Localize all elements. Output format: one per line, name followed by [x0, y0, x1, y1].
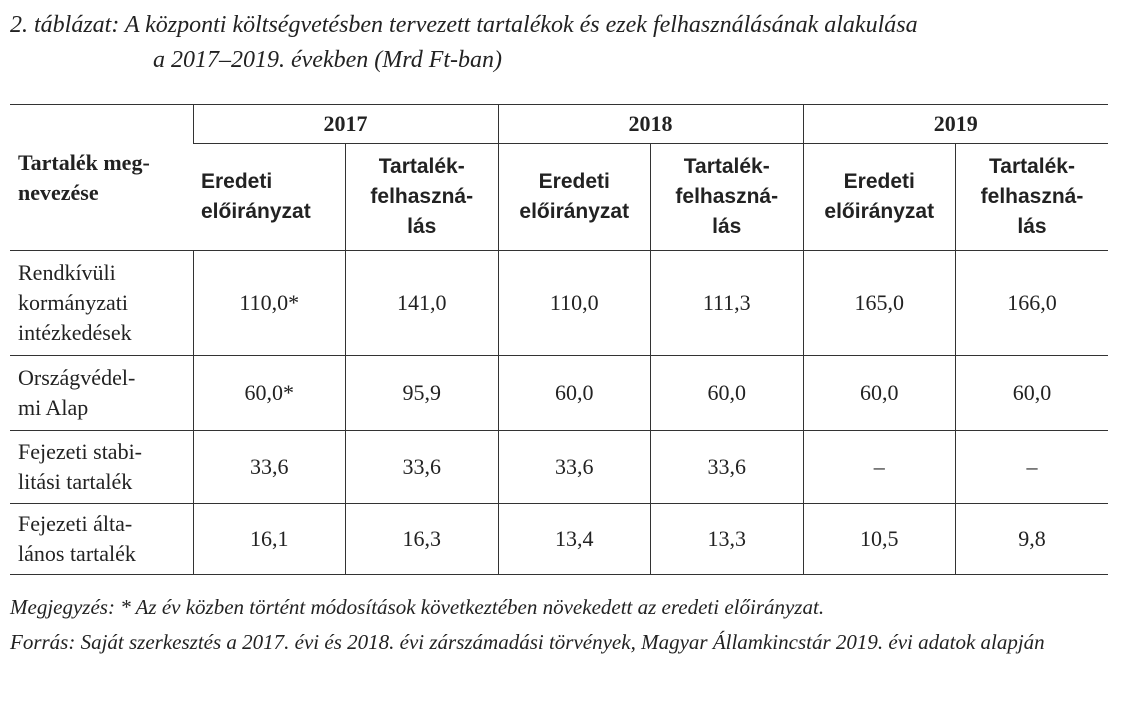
row-label: Fejezeti stabi- litási tartalék: [10, 430, 193, 504]
cell: 10,5: [802, 503, 956, 575]
row-label: Rendkívüli kormányzati intézkedések: [10, 250, 193, 356]
data-row: Országvédel- mi Alap 60,0* 95,9 60,0 60,0 60,…: [10, 355, 1108, 431]
header-row: Tartalék meg- nevezése 2017 2018 2019: [10, 104, 1108, 251]
cell: 16,3: [345, 503, 498, 575]
year-header: 2017: [192, 104, 498, 144]
cell: 13,4: [497, 503, 651, 575]
cell: 110,0*: [192, 250, 346, 356]
cell: 13,3: [650, 503, 803, 575]
cell: 33,6: [192, 430, 346, 504]
cell: –: [955, 430, 1108, 504]
sub-header: Eredeti előirányzat: [497, 143, 651, 251]
cell: 33,6: [497, 430, 651, 504]
cell: 33,6: [345, 430, 498, 504]
corner-header: Tartalék meg- nevezése: [10, 104, 193, 251]
row-label: Országvédel- mi Alap: [10, 355, 193, 431]
cell: 60,0: [802, 355, 956, 431]
cell: 9,8: [955, 503, 1108, 575]
data-row: Fejezeti álta- lános tartalék 16,1 16,3 13,…: [10, 503, 1108, 575]
data-row: Fejezeti stabi- litási tartalék 33,6 33,6 3…: [10, 430, 1108, 504]
title-line: 2. táblázat: A központi költségvetésben …: [10, 12, 918, 38]
row-label: Fejezeti álta- lános tartalék: [10, 503, 193, 575]
cell: 60,0: [497, 355, 651, 431]
cell: 141,0: [345, 250, 498, 356]
sub-header: Eredeti előirányzat: [193, 143, 346, 251]
cell: 95,9: [345, 355, 498, 431]
sub-header: Tartalék- felhaszná- lás: [650, 143, 803, 251]
cell: 60,0: [955, 355, 1108, 431]
cell: 111,3: [650, 250, 803, 356]
cell: 60,0: [650, 355, 803, 431]
sub-header: Tartalék- felhaszná- lás: [955, 143, 1108, 251]
cell: 110,0: [497, 250, 651, 356]
title: 2. táblázat: A központi költségvetésben …: [10, 8, 918, 78]
sub-header: Tartalék- felhaszná- lás: [345, 143, 498, 251]
cell: 33,6: [650, 430, 803, 504]
year-header: 2019: [802, 104, 1108, 144]
note: Forrás: Saját szerkesztés a 2017. évi és…: [10, 630, 1045, 654]
table: Tartalék meg- nevezése 2017 2018 2019 Eredet…: [10, 104, 1108, 575]
note: Megjegyzés: * Az év közben történt módos…: [10, 595, 825, 619]
cell: 165,0: [802, 250, 956, 356]
cell: –: [802, 430, 956, 504]
notes: Megjegyzés: * Az év közben történt módos…: [10, 590, 1110, 660]
data-row: Rendkívüli kormányzati intézkedések 110,0…: [10, 250, 1108, 356]
header-row: Eredeti előirányzat Tartalék- felhaszná- …: [10, 143, 1108, 251]
year-header: 2018: [497, 104, 803, 144]
cell: 16,1: [192, 503, 346, 575]
title-line: a 2017–2019. években (Mrd Ft-ban): [153, 47, 503, 73]
sub-header: Eredeti előirányzat: [802, 143, 956, 251]
cell: 166,0: [955, 250, 1108, 356]
cell: 60,0*: [192, 355, 346, 431]
